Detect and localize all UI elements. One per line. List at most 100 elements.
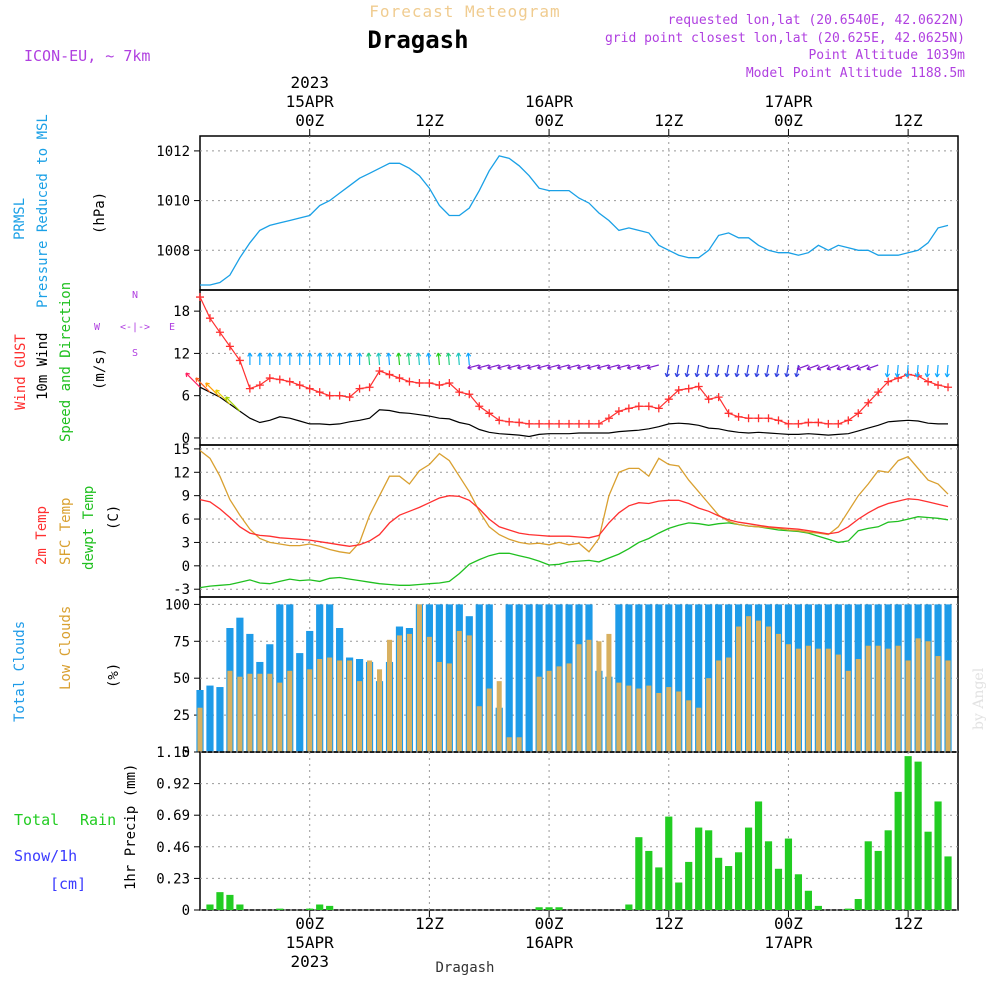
label-rain: Rain	[80, 811, 116, 829]
gust-marker	[834, 419, 843, 428]
gust-marker	[405, 377, 414, 386]
wind-arrow	[764, 364, 770, 378]
wind-arrow	[376, 352, 382, 366]
tick-label-y: 6	[182, 389, 190, 405]
label-speed-direction: Speed and Direction	[58, 282, 74, 442]
wind-arrow	[425, 352, 432, 366]
wind-arrow	[267, 352, 273, 365]
wind-arrow	[934, 364, 940, 378]
bar-total-clouds	[216, 687, 224, 752]
panel-wind: 0 6 12 18	[173, 289, 959, 447]
bar-low-clouds	[287, 670, 293, 752]
gust-marker	[255, 381, 264, 390]
bar-total-clouds	[635, 604, 643, 752]
wind-arrow	[674, 364, 680, 378]
bar-low-clouds	[347, 660, 353, 752]
panel-frame	[199, 135, 959, 291]
wind-arrow	[836, 364, 849, 371]
header-model-altitude: Model Point Altitude 1188.5m	[746, 66, 965, 81]
tick-label-y: 0.23	[156, 871, 190, 887]
tick-label-y: 3	[182, 535, 190, 551]
gust-marker	[435, 381, 444, 390]
gust-marker	[774, 416, 783, 425]
gust-marker	[275, 375, 284, 384]
bar-total-clouds	[296, 653, 304, 752]
wind-arrow	[744, 364, 750, 378]
wind-arrow	[556, 364, 570, 370]
gust-marker	[575, 419, 583, 428]
gust-marker	[425, 379, 434, 387]
tick-label-y: 75	[173, 634, 190, 650]
bar-low-clouds	[327, 657, 333, 752]
label-ms: (m/s)	[92, 348, 108, 390]
bar-precip	[236, 904, 244, 910]
bar-precip	[625, 904, 633, 910]
wind-arrow	[664, 364, 670, 378]
bar-low-clouds	[337, 660, 343, 752]
bar-low-clouds	[676, 691, 682, 752]
wind-arrow	[774, 364, 780, 378]
tick-label-y: 1012	[156, 144, 190, 160]
bar-low-clouds	[775, 633, 781, 752]
time-label-top: 12Z	[415, 111, 444, 130]
bar-low-clouds	[227, 670, 233, 752]
wind-arrow	[205, 382, 221, 398]
label-sfc-temp: SFC Temp	[58, 498, 74, 565]
gust-marker	[515, 418, 524, 427]
wind-arrow	[336, 352, 343, 365]
wind-arrow	[326, 352, 333, 365]
gust-marker	[934, 381, 943, 390]
bar-precip	[326, 905, 334, 910]
bar-low-clouds	[885, 648, 891, 752]
wind-arrow	[846, 364, 859, 371]
bar-precip	[864, 841, 872, 910]
compass-n: N	[132, 290, 138, 301]
wind-arrow	[406, 352, 412, 366]
time-label-bottom: 16APR	[525, 933, 574, 952]
bar-low-clouds	[307, 669, 313, 752]
wind-arrow	[606, 364, 620, 370]
gust-marker	[614, 407, 623, 416]
bar-low-clouds	[865, 645, 871, 752]
gust-marker	[525, 419, 534, 428]
gust-marker	[844, 416, 853, 425]
wind-arrow	[537, 364, 550, 370]
bar-low-clouds	[197, 707, 203, 752]
tick-label-y: 0.92	[156, 777, 190, 793]
wind-arrow	[356, 352, 363, 365]
time-label-bottom: 12Z	[415, 914, 444, 933]
tick-label-y: 15	[173, 442, 190, 458]
tick-label-y: 1008	[156, 243, 190, 259]
gust-marker	[485, 409, 494, 418]
gust-marker	[305, 384, 314, 393]
time-label-top: 15APR	[286, 92, 335, 111]
gust-marker	[545, 419, 554, 428]
gust-marker	[285, 377, 294, 386]
bar-low-clouds	[825, 648, 831, 752]
bar-low-clouds	[666, 687, 672, 752]
label-low-clouds: Low Clouds	[58, 606, 74, 690]
gust-marker	[345, 393, 354, 402]
gust-marker	[225, 342, 234, 351]
gust-marker	[694, 382, 703, 391]
time-label-top: 12Z	[654, 111, 683, 130]
label-pressure-msl: Pressure Reduced to MSL	[35, 114, 51, 308]
label-percent: (%)	[106, 663, 122, 688]
bar-low-clouds	[277, 682, 283, 752]
bar-low-clouds	[247, 673, 253, 752]
bar-precip	[804, 890, 812, 910]
bar-precip	[216, 892, 224, 910]
watermark: by Angel	[971, 667, 987, 730]
compass-cross: <-|->	[120, 322, 150, 333]
wind-arrow	[586, 364, 600, 370]
gust-marker	[874, 388, 883, 397]
bar-low-clouds	[756, 620, 762, 752]
gust-marker	[196, 293, 204, 302]
time-label-bottom: 15APR	[286, 933, 335, 952]
bar-low-clouds	[257, 673, 263, 752]
gust-marker	[315, 388, 324, 397]
bar-precip	[934, 801, 942, 910]
